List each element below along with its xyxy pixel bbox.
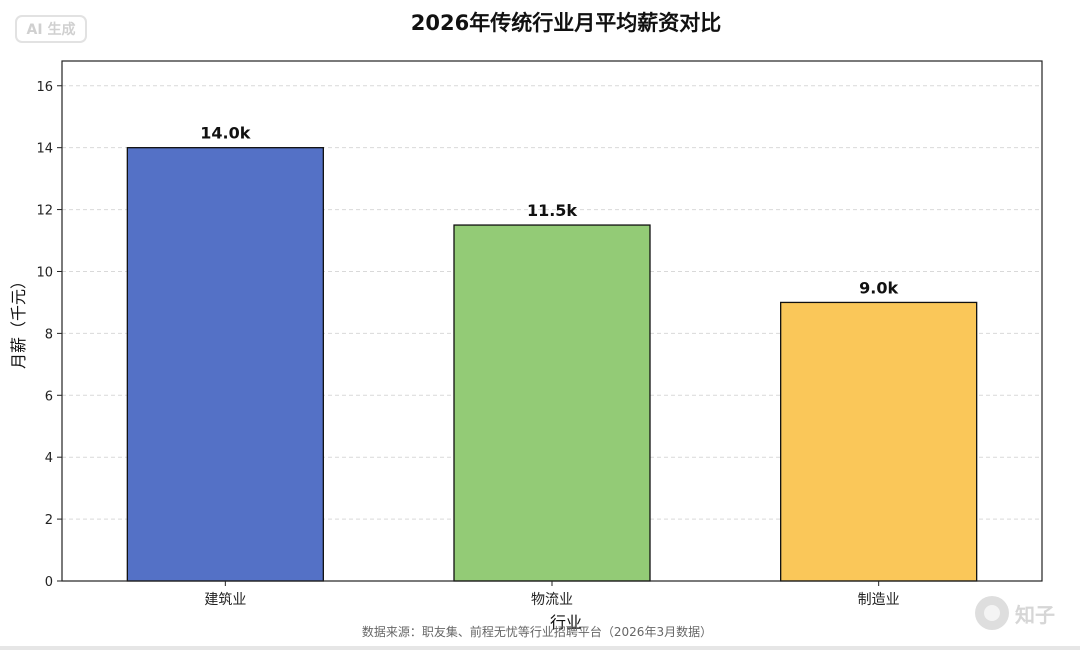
bar-value-label: 9.0k: [859, 278, 898, 297]
watermark-logo-icon: [975, 596, 1009, 630]
y-tick-label: 0: [45, 575, 53, 590]
x-axis-label: 行业: [550, 613, 582, 632]
x-tick-label: 制造业: [858, 592, 900, 608]
bar: [453, 224, 651, 582]
bar-value-label: 11.5k: [527, 201, 577, 220]
bottom-divider: [0, 646, 1080, 650]
y-tick-label: 6: [45, 389, 53, 404]
y-tick-label: 8: [45, 327, 53, 342]
bar-value-label: 14.0k: [200, 124, 250, 143]
x-tick-label: 建筑业: [204, 592, 246, 608]
plot-frame: [61, 60, 1043, 582]
ai-generated-badge: AI 生成: [15, 15, 87, 43]
y-axis-label: 月薪（千元）: [9, 273, 28, 369]
y-tick-label: 4: [45, 451, 53, 466]
y-tick-label: 12: [36, 204, 53, 219]
bar: [780, 301, 978, 582]
y-tick-label: 10: [36, 265, 53, 280]
bar: [126, 147, 324, 582]
watermark-text: 知子: [1015, 602, 1055, 627]
y-tick-label: 14: [36, 142, 53, 157]
watermark: 知子: [975, 596, 1055, 630]
y-axis-ticks: 0 2 4 6 8 10 12 14 16: [36, 80, 62, 590]
bars: [126, 147, 978, 582]
value-labels: 14.0k 11.5k 9.0k: [200, 124, 898, 298]
x-tick-label: 物流业: [531, 592, 573, 608]
source-note: 数据来源：职友集、前程无忧等行业招聘平台（2026年3月数据）: [362, 624, 712, 639]
y-tick-label: 16: [36, 80, 53, 95]
y-tick-label: 2: [45, 513, 53, 528]
chart-title: 2026年传统行业月平均薪资对比: [411, 11, 721, 35]
x-axis-ticks: 建筑业 物流业 制造业: [204, 581, 900, 608]
